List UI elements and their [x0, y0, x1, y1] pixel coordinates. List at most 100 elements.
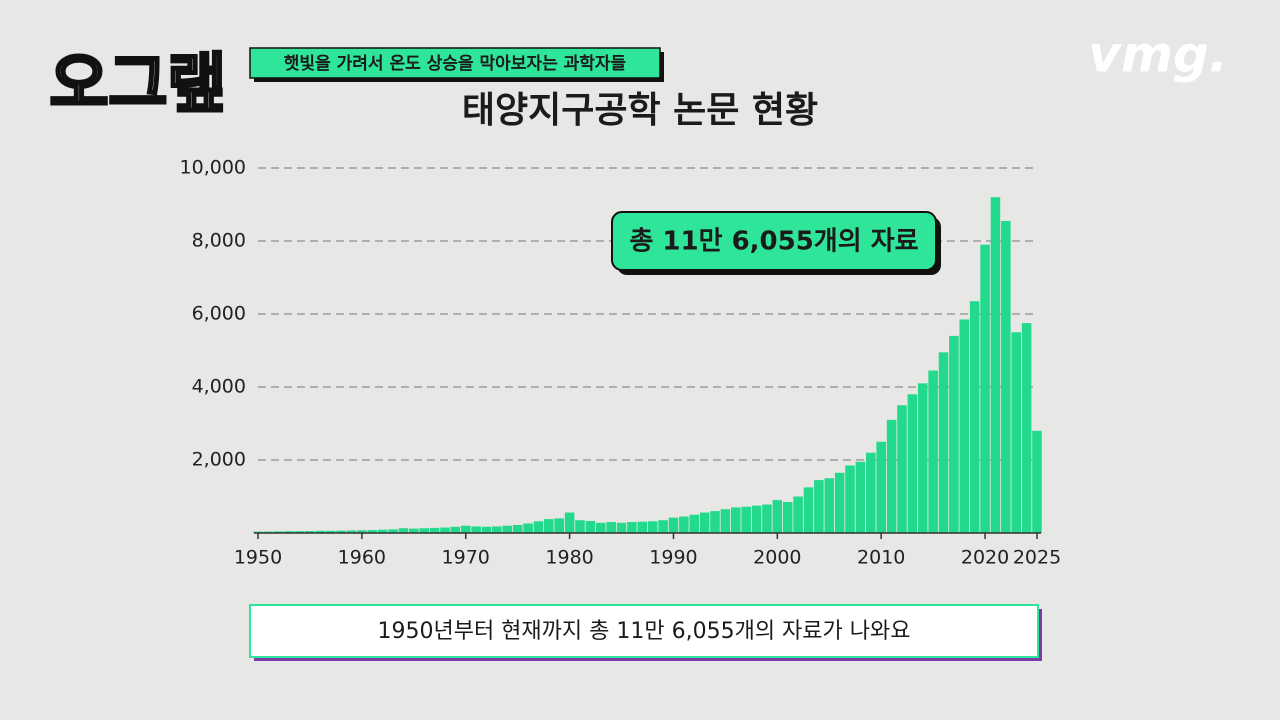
- bar: [554, 518, 564, 533]
- bar: [876, 441, 886, 533]
- bar: [647, 521, 658, 533]
- bar: [575, 520, 585, 533]
- bar: [824, 478, 835, 533]
- bar: [803, 487, 814, 533]
- brand: vmg.: [1088, 26, 1227, 84]
- bar: [294, 531, 305, 533]
- bar: [814, 480, 824, 533]
- bar: [845, 465, 855, 533]
- bar: [492, 526, 502, 533]
- x-tick-label: 2000: [753, 547, 801, 569]
- bar: [928, 370, 938, 533]
- x-tick-label: 2020: [961, 547, 1009, 569]
- bar: [471, 526, 481, 533]
- bar: [762, 504, 772, 533]
- bar: [959, 319, 970, 533]
- bar: [533, 521, 544, 533]
- bar: [419, 528, 429, 533]
- chart-title: 태양지구공학 논문 현황: [462, 90, 818, 131]
- bar: [315, 530, 326, 533]
- x-tick-label: 1970: [442, 547, 490, 569]
- bar: [689, 514, 700, 533]
- bar: [606, 522, 616, 533]
- bar: [710, 511, 720, 533]
- y-tick-label: 2,000: [192, 449, 246, 471]
- bar: [585, 520, 596, 533]
- y-tick-label: 4,000: [192, 376, 246, 398]
- annotation-box: [611, 211, 937, 271]
- subtitle: 햇빛을 가려서 온도 상승을 막아보자는 과학자들: [284, 54, 627, 74]
- caption: 1950년부터 현재까지 총 11만 6,055개의 자료가 나와요: [377, 619, 910, 644]
- bar: [377, 529, 388, 533]
- bar: [346, 530, 357, 533]
- bar: [907, 394, 918, 533]
- bar: [429, 527, 440, 533]
- bar: [938, 352, 949, 533]
- plot: 2,000 4,000 6,000 8,000 10,000 1950 1960 1970 19…: [180, 157, 1062, 569]
- annotation: 총 11만 6,055개의 자료: [629, 227, 918, 257]
- y-tick-label: 10,000: [180, 157, 246, 179]
- bar: [388, 529, 398, 533]
- bar: [866, 452, 876, 533]
- bar: [1001, 220, 1011, 534]
- bar: [897, 405, 907, 533]
- bar: [699, 512, 710, 533]
- y-tick-label: 8,000: [192, 230, 246, 252]
- bar: [502, 525, 513, 533]
- bar: [460, 525, 471, 533]
- bar: [917, 383, 928, 533]
- bar: [751, 505, 762, 533]
- bar: [409, 528, 419, 533]
- bar: [834, 472, 845, 533]
- x-tick-label: 1980: [545, 547, 593, 569]
- x-tick-label: 1990: [649, 547, 697, 569]
- bar: [357, 530, 367, 533]
- bar: [1032, 430, 1042, 533]
- bar: [1021, 323, 1032, 533]
- x-tick-label: 2010: [857, 547, 905, 569]
- bar: [855, 461, 866, 533]
- y-tick-label: 6,000: [192, 303, 246, 325]
- bar: [336, 530, 346, 533]
- bar: [305, 530, 315, 533]
- subtitle-box: [249, 47, 661, 79]
- bar: [720, 509, 731, 533]
- bar: [772, 500, 783, 533]
- bar: [969, 301, 980, 533]
- x-tick-label: 2025: [1013, 547, 1061, 569]
- bar: [886, 419, 897, 533]
- bar: [398, 528, 409, 533]
- bar: [284, 531, 294, 533]
- bar: [544, 519, 554, 533]
- bar: [990, 197, 1001, 533]
- bar: [440, 527, 450, 533]
- bar: [741, 506, 751, 533]
- bar: [325, 530, 336, 533]
- bar: [793, 496, 803, 533]
- bar: [658, 520, 668, 533]
- bar: [512, 524, 523, 533]
- caption-box: [249, 604, 1039, 658]
- x-tick-label: 1950: [234, 547, 282, 569]
- bar: [668, 517, 679, 533]
- bar: [627, 522, 637, 533]
- bar: [273, 531, 284, 533]
- bar: [481, 526, 492, 533]
- bar: [616, 522, 627, 533]
- bar: [679, 516, 689, 533]
- bar: [949, 335, 959, 533]
- bar: [450, 526, 461, 533]
- bar: [782, 501, 793, 533]
- bar: [980, 244, 990, 533]
- bar: [637, 521, 648, 533]
- logo: 오그랲: [50, 48, 227, 122]
- bar: [564, 512, 575, 533]
- bar: [367, 530, 378, 533]
- bar: [1011, 332, 1022, 533]
- bar: [523, 523, 533, 533]
- bar: [731, 507, 741, 533]
- x-tick-label: 1960: [338, 547, 386, 569]
